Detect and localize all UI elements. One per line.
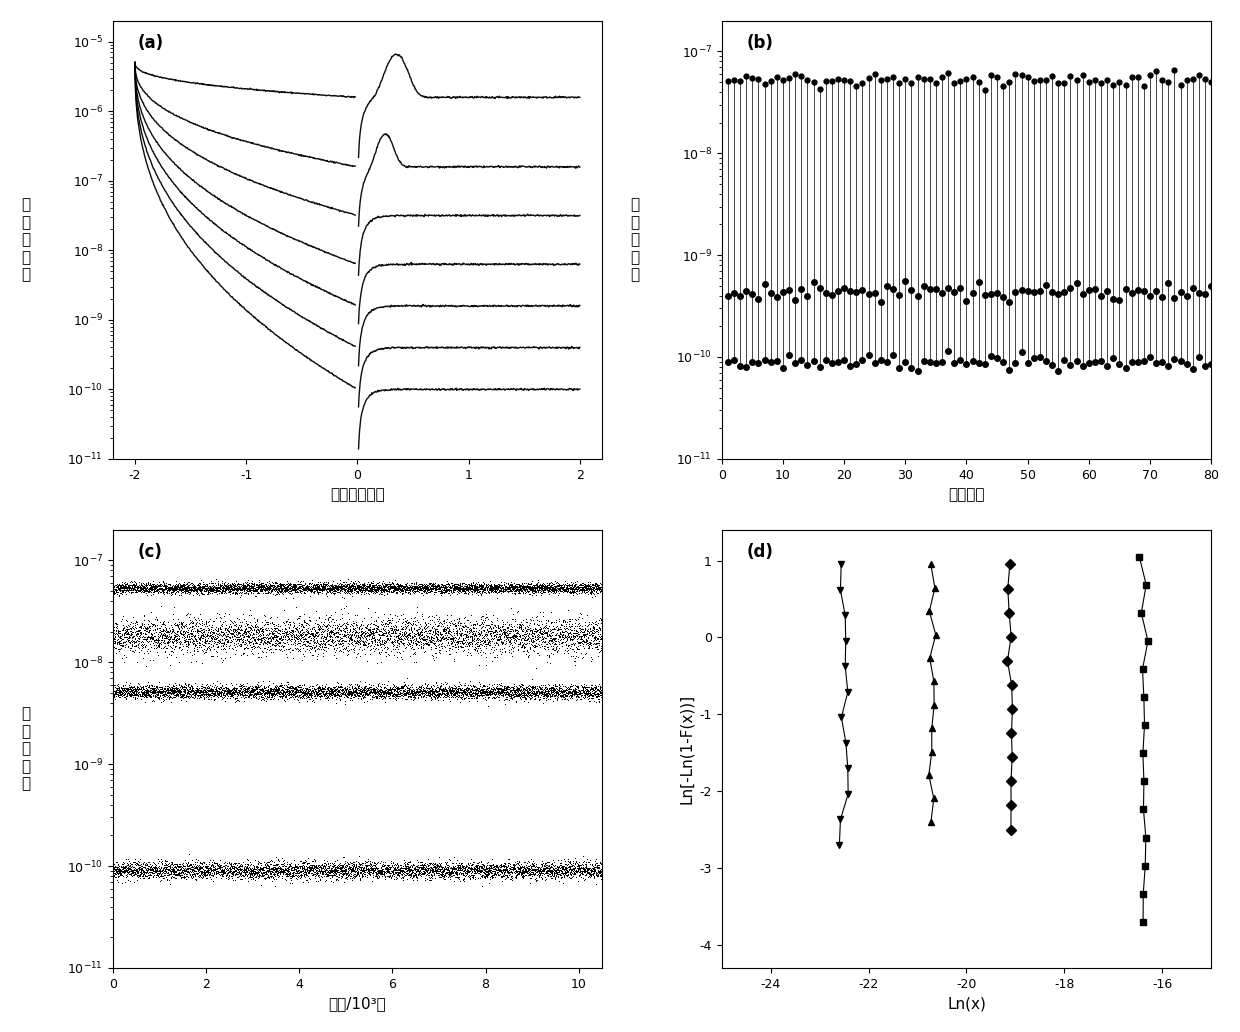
Y-axis label: 电
流
／
安
培: 电 流 ／ 安 培 <box>21 707 30 792</box>
Text: (c): (c) <box>138 543 162 561</box>
X-axis label: 时间/10³秒: 时间/10³秒 <box>329 996 387 1011</box>
Y-axis label: Ln[-Ln(1-F(x))]: Ln[-Ln(1-F(x))] <box>680 694 694 804</box>
X-axis label: 电压（伏特）: 电压（伏特） <box>330 487 384 503</box>
X-axis label: Ln(x): Ln(x) <box>947 996 986 1011</box>
Y-axis label: 电
流
／
安
培: 电 流 ／ 安 培 <box>21 197 30 282</box>
Text: (d): (d) <box>746 543 773 561</box>
Y-axis label: 电
流
／
安
培: 电 流 ／ 安 培 <box>630 197 639 282</box>
Text: (a): (a) <box>138 34 164 52</box>
Text: (b): (b) <box>746 34 773 52</box>
X-axis label: 循环圈数: 循环圈数 <box>949 487 985 503</box>
